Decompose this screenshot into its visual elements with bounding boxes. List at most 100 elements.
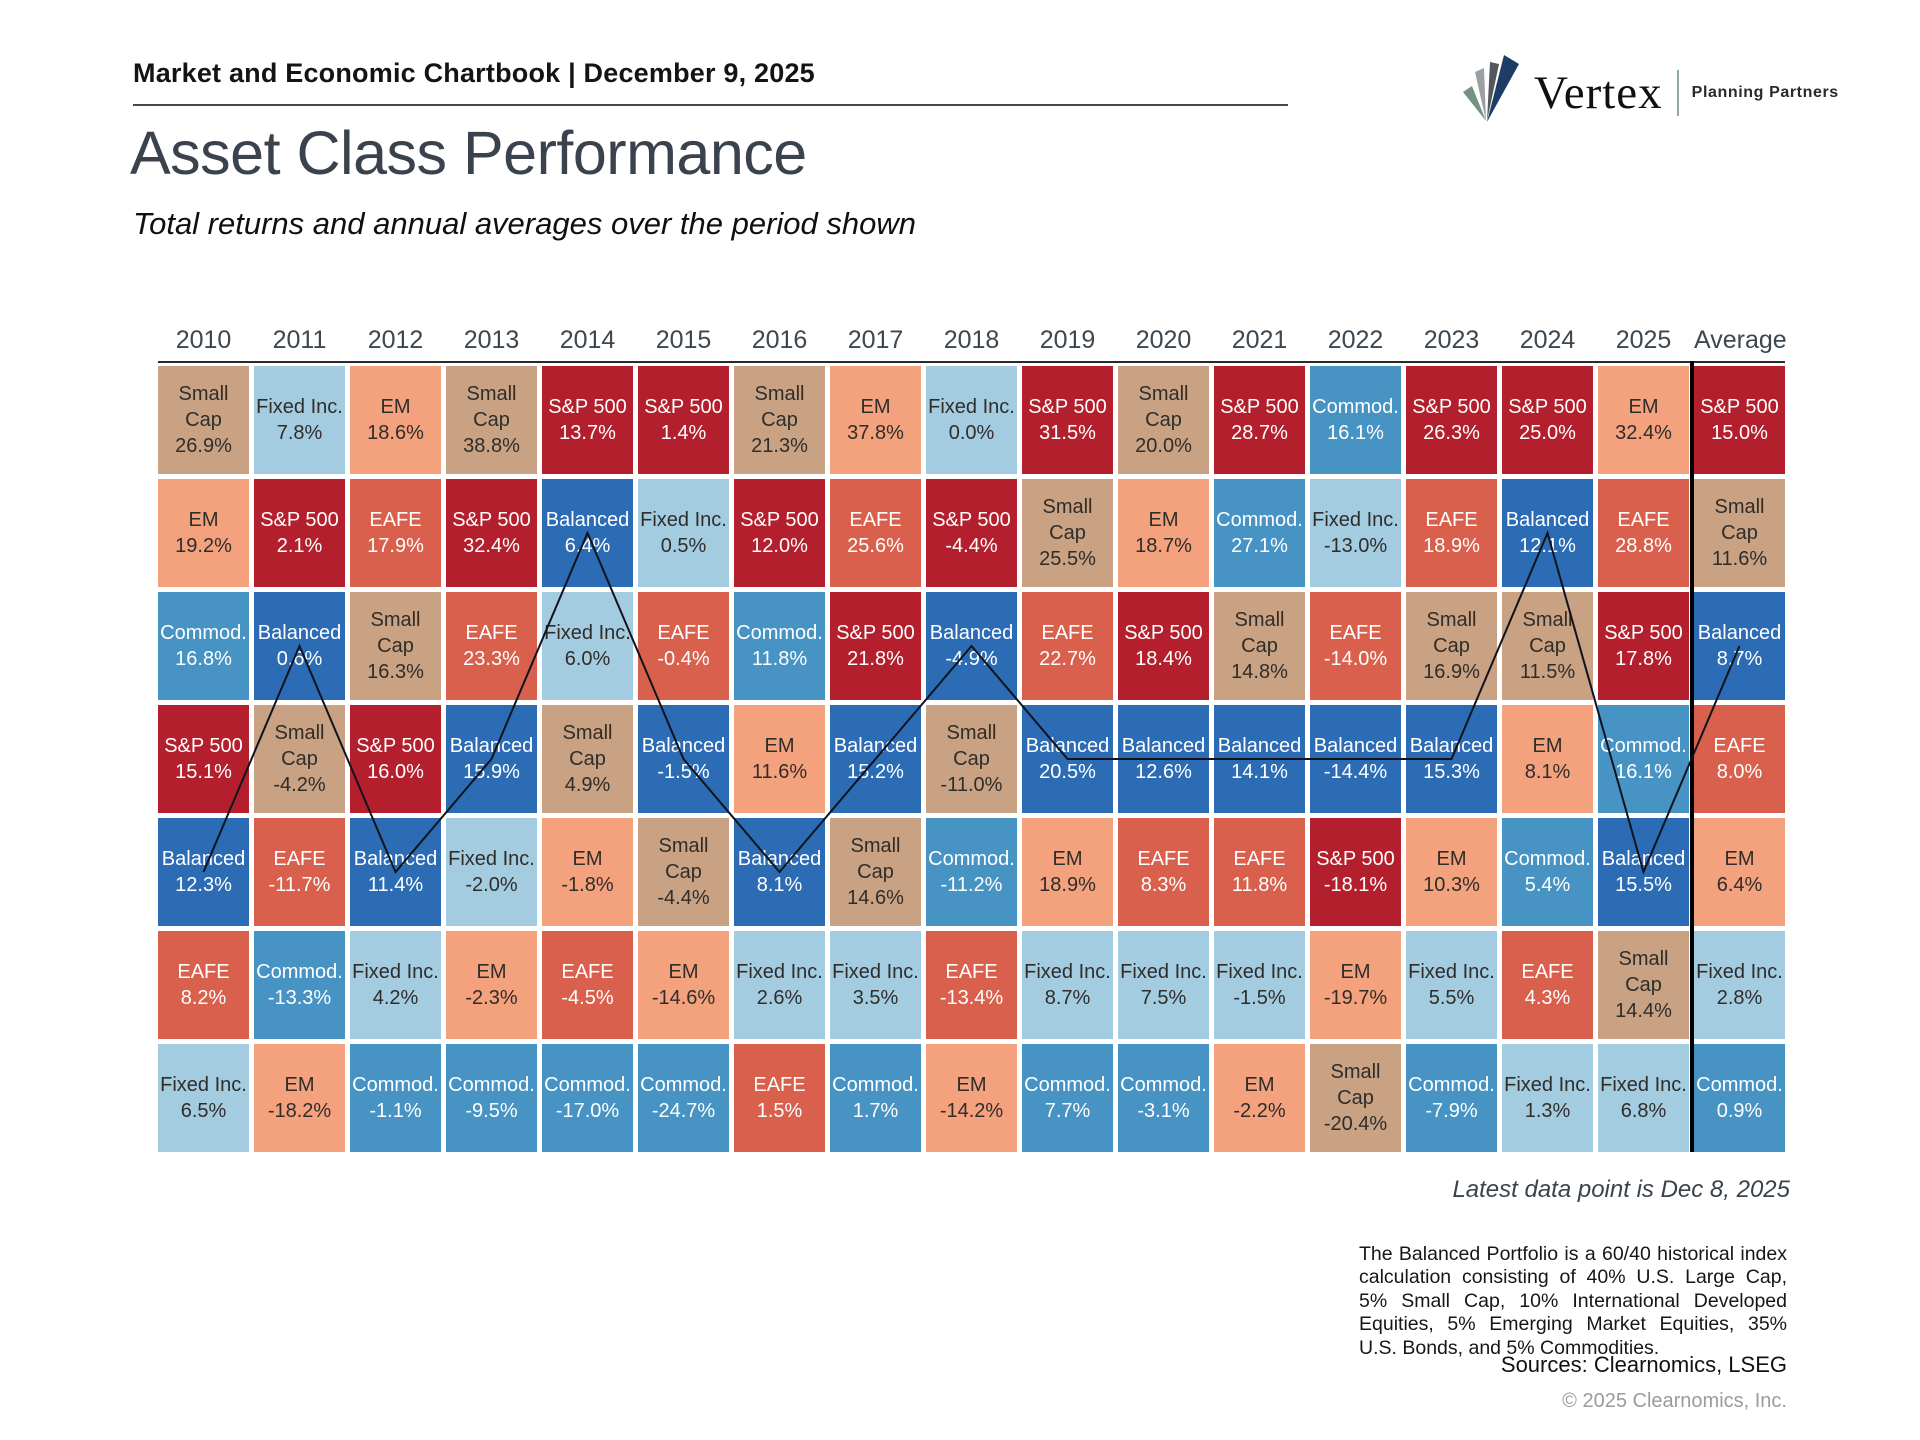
asset-name: S&P 500 (356, 735, 435, 757)
asset-return: 28.7% (1231, 422, 1288, 444)
cell-2022-rank3-eafe: EAFE -14.0% (1310, 592, 1401, 700)
asset-name: S&P 500 (452, 509, 531, 531)
asset-return: 12.0% (751, 535, 808, 557)
asset-name: Small Cap (754, 383, 805, 431)
asset-return: 18.4% (1135, 648, 1192, 670)
asset-name: Commod. (736, 622, 823, 644)
asset-name: EM (476, 961, 507, 983)
asset-name: EM (764, 735, 795, 757)
cell-2019-rank4-balanced: Balanced 20.5% (1022, 705, 1113, 813)
asset-name: Fixed Inc. (160, 1074, 247, 1096)
cell-average-rank2-small-cap: Small Cap 11.6% (1694, 479, 1785, 587)
asset-return: 8.7% (1716, 648, 1763, 670)
asset-return: 15.0% (1711, 422, 1768, 444)
asset-return: 15.2% (847, 761, 904, 783)
asset-name: EAFE (1713, 735, 1766, 757)
asset-return: -18.1% (1323, 874, 1388, 896)
asset-name: Balanced (353, 848, 438, 870)
cell-2023-rank7-commod: Commod. -7.9% (1406, 1044, 1497, 1152)
asset-name: EM (1340, 961, 1371, 983)
asset-name: EAFE (1425, 509, 1478, 531)
asset-return: 1.5% (756, 1100, 803, 1122)
asset-name: S&P 500 (1508, 396, 1587, 418)
cell-2017-rank1-em: EM 37.8% (830, 366, 921, 474)
asset-name: EAFE (657, 622, 710, 644)
asset-return: 5.4% (1524, 874, 1571, 896)
asset-return: -4.9% (945, 648, 998, 670)
asset-name: S&P 500 (1700, 396, 1779, 418)
asset-return: 14.8% (1231, 661, 1288, 683)
asset-name: EAFE (273, 848, 326, 870)
asset-return: 20.5% (1039, 761, 1096, 783)
asset-return: 11.4% (367, 874, 424, 896)
asset-name: Balanced (161, 848, 246, 870)
asset-name: Balanced (737, 848, 822, 870)
asset-name: Fixed Inc. (736, 961, 823, 983)
asset-name: EAFE (177, 961, 230, 983)
asset-name: Fixed Inc. (1408, 961, 1495, 983)
cell-2024-rank7-fixed-inc: Fixed Inc. 1.3% (1502, 1044, 1593, 1152)
asset-return: 2.6% (756, 987, 803, 1009)
asset-return: 11.6% (751, 761, 808, 783)
cell-2023-rank1-s-p-500: S&P 500 26.3% (1406, 366, 1497, 474)
cell-2012-rank4-s-p-500: S&P 500 16.0% (350, 705, 441, 813)
cell-2011-rank5-eafe: EAFE -11.7% (254, 818, 345, 926)
cell-2011-rank2-s-p-500: S&P 500 2.1% (254, 479, 345, 587)
year-label-2022: 2022 (1327, 326, 1384, 354)
asset-return: 11.8% (751, 648, 808, 670)
cell-2011-rank6-commod: Commod. -13.3% (254, 931, 345, 1039)
asset-name: EM (284, 1074, 315, 1096)
asset-return: 31.5% (1039, 422, 1096, 444)
asset-name: Small Cap (658, 835, 709, 883)
cell-2010-rank3-commod: Commod. 16.8% (158, 592, 249, 700)
year-label-2013: 2013 (463, 326, 520, 354)
asset-return: -18.2% (267, 1100, 332, 1122)
asset-return: 25.5% (1039, 548, 1096, 570)
cell-2021-rank2-commod: Commod. 27.1% (1214, 479, 1305, 587)
cell-average-rank3-balanced: Balanced 8.7% (1694, 592, 1785, 700)
asset-return: 15.5% (1615, 874, 1672, 896)
cell-2020-rank5-eafe: EAFE 8.3% (1118, 818, 1209, 926)
asset-return: 26.3% (1423, 422, 1480, 444)
asset-return: 28.8% (1615, 535, 1672, 557)
cell-2015-rank1-s-p-500: S&P 500 1.4% (638, 366, 729, 474)
cell-2022-rank5-s-p-500: S&P 500 -18.1% (1310, 818, 1401, 926)
cell-2021-rank6-fixed-inc: Fixed Inc. -1.5% (1214, 931, 1305, 1039)
asset-name: Commod. (448, 1074, 535, 1096)
year-label-2017: 2017 (847, 326, 904, 354)
cell-2022-rank1-commod: Commod. 16.1% (1310, 366, 1401, 474)
cell-2011-rank1-fixed-inc: Fixed Inc. 7.8% (254, 366, 345, 474)
cell-2014-rank2-balanced: Balanced 6.4% (542, 479, 633, 587)
asset-return: 7.5% (1140, 987, 1187, 1009)
asset-return: -2.3% (465, 987, 518, 1009)
asset-return: 11.6% (1711, 548, 1768, 570)
asset-return: -1.1% (369, 1100, 422, 1122)
asset-name: EAFE (1329, 622, 1382, 644)
cell-2010-rank6-eafe: EAFE 8.2% (158, 931, 249, 1039)
asset-return: 23.3% (463, 648, 520, 670)
cell-2022-rank4-balanced: Balanced -14.4% (1310, 705, 1401, 813)
cell-2019-rank5-em: EM 18.9% (1022, 818, 1113, 926)
asset-name: Balanced (545, 509, 630, 531)
asset-name: EM (1628, 396, 1659, 418)
cell-2014-rank4-small-cap: Small Cap 4.9% (542, 705, 633, 813)
asset-name: Commod. (1216, 509, 1303, 531)
asset-return: 16.3% (367, 661, 424, 683)
asset-return: -7.9% (1425, 1100, 1478, 1122)
year-label-2021: 2021 (1231, 326, 1288, 354)
asset-name: Small Cap (178, 383, 229, 431)
asset-name: Small Cap (1522, 609, 1573, 657)
asset-name: EAFE (1521, 961, 1574, 983)
cell-2012-rank7-commod: Commod. -1.1% (350, 1044, 441, 1152)
asset-name: S&P 500 (644, 396, 723, 418)
asset-name: Fixed Inc. (1696, 961, 1783, 983)
asset-return: 18.9% (1423, 535, 1480, 557)
asset-return: -14.0% (1323, 648, 1388, 670)
cell-2019-rank1-s-p-500: S&P 500 31.5% (1022, 366, 1113, 474)
asset-return: -0.4% (657, 648, 710, 670)
cell-2012-rank5-balanced: Balanced 11.4% (350, 818, 441, 926)
cell-2024-rank3-small-cap: Small Cap 11.5% (1502, 592, 1593, 700)
asset-return: 18.7% (1135, 535, 1192, 557)
asset-name: EM (1052, 848, 1083, 870)
cell-2013-rank2-s-p-500: S&P 500 32.4% (446, 479, 537, 587)
